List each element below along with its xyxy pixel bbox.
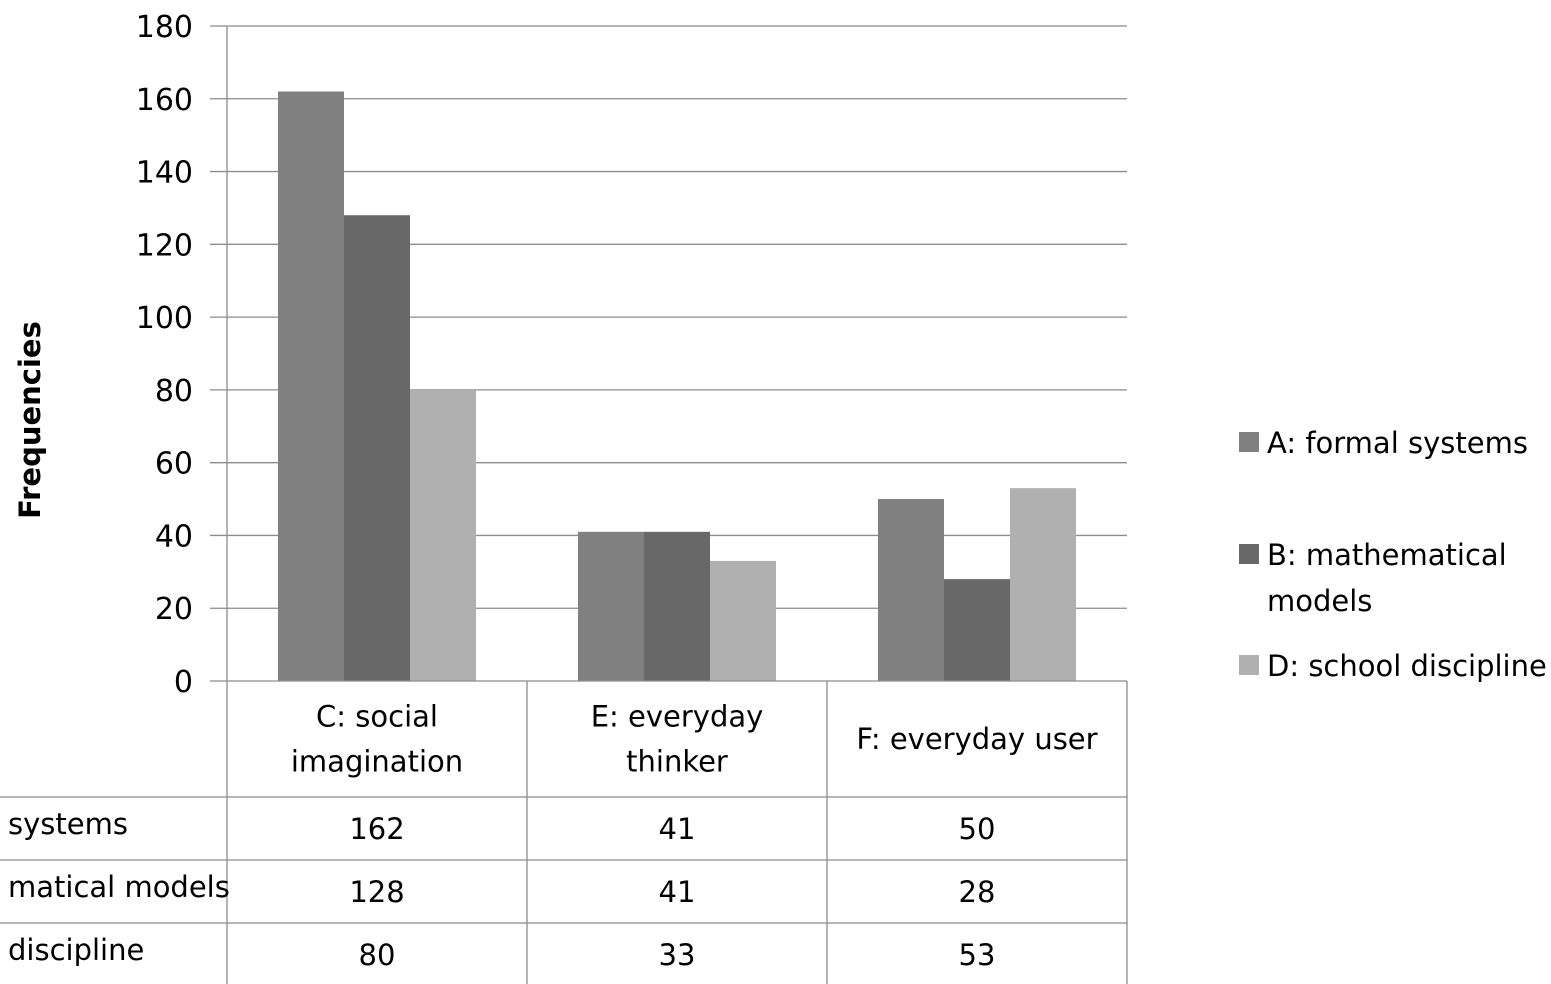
y-tick-label: 160 (136, 83, 193, 118)
data-label: 28 (959, 875, 996, 909)
legend-label: models (1267, 584, 1372, 618)
y-tick-label: 180 (136, 10, 193, 45)
bar (1010, 488, 1076, 681)
y-axis-label: Frequencies (13, 321, 47, 519)
y-tick-label: 80 (155, 374, 193, 409)
y-tick-labels: 0 20 40 60 80 100 120 140 160 180 (136, 10, 193, 700)
bar (410, 389, 476, 681)
legend-label: A: formal systems (1267, 426, 1528, 460)
bars (278, 91, 1076, 681)
y-tick-label: 140 (136, 156, 193, 191)
y-tick-label: 120 (136, 228, 193, 263)
bar (578, 531, 644, 681)
category-label: F: everyday user (856, 722, 1097, 756)
category-label: C: social (316, 700, 438, 734)
data-table: C: social imagination E: everyday thinker F:… (0, 680, 1128, 984)
bar (278, 91, 344, 681)
y-tick-label: 100 (136, 301, 193, 336)
legend-swatch (1239, 432, 1259, 452)
category-label: E: everyday (591, 700, 764, 734)
data-label: 41 (659, 812, 696, 846)
y-tick-label: 60 (155, 447, 193, 482)
legend-label: D: school discipline (1267, 649, 1547, 683)
data-label: 80 (359, 938, 396, 972)
data-label: 33 (659, 938, 696, 972)
category-label: imagination (291, 745, 463, 779)
legend-swatch (1239, 655, 1259, 675)
axes (210, 25, 228, 682)
data-label: 128 (349, 875, 404, 909)
y-tick-label: 0 (174, 665, 193, 700)
bar (644, 531, 710, 681)
legend: A: formal systems B: mathematical models D:… (1239, 426, 1547, 683)
legend-swatch (1239, 544, 1259, 564)
table-row-label: discipline (8, 933, 144, 967)
bar (944, 579, 1010, 681)
bar (878, 499, 944, 681)
table-row-label: matical models (8, 870, 230, 904)
legend-label: B: mathematical (1267, 538, 1507, 572)
bar (710, 560, 776, 681)
table-row-label: systems (8, 807, 128, 841)
y-tick-label: 20 (155, 592, 193, 627)
bar (344, 215, 410, 681)
y-tick-label: 40 (155, 519, 193, 554)
data-label: 50 (959, 812, 996, 846)
data-label: 162 (349, 812, 404, 846)
data-label: 53 (959, 938, 996, 972)
category-label: thinker (626, 745, 728, 779)
data-label: 41 (659, 875, 696, 909)
